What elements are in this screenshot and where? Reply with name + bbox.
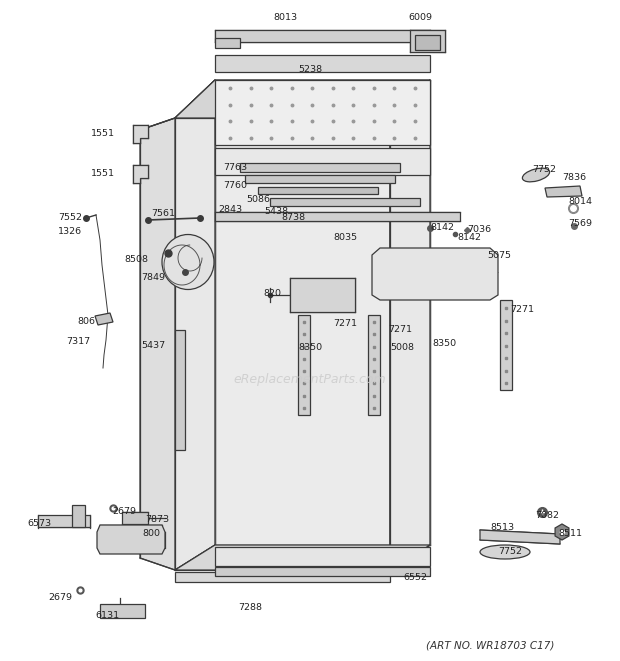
Text: 7271: 7271 [388, 325, 412, 334]
Polygon shape [390, 80, 430, 570]
Polygon shape [175, 545, 430, 570]
Polygon shape [215, 212, 460, 221]
Text: 5238: 5238 [298, 65, 322, 75]
Polygon shape [72, 505, 85, 527]
Text: 6573: 6573 [28, 518, 52, 527]
Polygon shape [122, 512, 148, 524]
Text: 7763: 7763 [223, 163, 247, 173]
Ellipse shape [480, 545, 530, 559]
Polygon shape [140, 80, 215, 570]
Polygon shape [175, 572, 390, 582]
Text: 7836: 7836 [562, 173, 586, 182]
Text: 8014: 8014 [568, 198, 592, 206]
Text: 8142: 8142 [430, 223, 454, 233]
Text: 7561: 7561 [151, 208, 175, 217]
Polygon shape [415, 35, 440, 50]
Text: 7752: 7752 [498, 547, 522, 557]
Text: 5086: 5086 [246, 196, 270, 204]
Text: 7752: 7752 [532, 165, 556, 175]
Text: 5437: 5437 [141, 340, 165, 350]
Polygon shape [175, 80, 430, 118]
Text: 1551: 1551 [91, 169, 115, 178]
Polygon shape [368, 315, 380, 415]
Polygon shape [545, 186, 582, 197]
Polygon shape [100, 604, 145, 618]
Text: 806: 806 [77, 317, 95, 327]
Text: 8508: 8508 [124, 256, 148, 264]
Polygon shape [175, 80, 215, 570]
Text: 7849: 7849 [141, 274, 165, 282]
Text: 7552: 7552 [58, 214, 82, 223]
Polygon shape [175, 330, 185, 450]
Text: (ART NO. WR18703 C17): (ART NO. WR18703 C17) [426, 640, 554, 650]
Polygon shape [258, 187, 378, 194]
Text: 8513: 8513 [490, 524, 514, 533]
Text: 8350: 8350 [298, 342, 322, 352]
Text: 2843: 2843 [218, 206, 242, 215]
Polygon shape [215, 567, 430, 576]
Ellipse shape [523, 168, 549, 182]
Text: 7036: 7036 [467, 225, 491, 235]
Text: 8738: 8738 [281, 214, 305, 223]
Polygon shape [372, 248, 498, 300]
Text: 820: 820 [263, 288, 281, 297]
Polygon shape [215, 38, 240, 48]
Polygon shape [270, 198, 420, 206]
Polygon shape [245, 175, 395, 183]
Text: eReplacementParts.com: eReplacementParts.com [234, 373, 386, 387]
Text: 1326: 1326 [58, 227, 82, 237]
Text: 1551: 1551 [91, 128, 115, 137]
Text: 8013: 8013 [273, 13, 297, 22]
Polygon shape [240, 163, 400, 172]
Text: 7317: 7317 [66, 338, 90, 346]
Text: 5008: 5008 [390, 344, 414, 352]
Text: 7082: 7082 [535, 510, 559, 520]
Text: 7271: 7271 [510, 305, 534, 315]
Text: 7873: 7873 [145, 516, 169, 524]
Polygon shape [480, 530, 560, 544]
Text: 6131: 6131 [96, 611, 120, 619]
Polygon shape [500, 300, 512, 390]
Polygon shape [298, 315, 310, 415]
Text: 2679: 2679 [112, 508, 136, 516]
Polygon shape [215, 148, 430, 175]
Polygon shape [555, 524, 569, 540]
Polygon shape [390, 80, 430, 570]
Polygon shape [215, 80, 430, 545]
Text: 8142: 8142 [457, 233, 481, 243]
Text: 8350: 8350 [432, 338, 456, 348]
Text: 800: 800 [142, 529, 160, 537]
Polygon shape [290, 278, 355, 312]
Text: 8511: 8511 [558, 529, 582, 537]
Text: 6009: 6009 [408, 13, 432, 22]
Text: 7288: 7288 [238, 603, 262, 613]
Polygon shape [95, 313, 113, 325]
Polygon shape [410, 30, 445, 52]
Text: 7760: 7760 [223, 180, 247, 190]
Text: 8035: 8035 [333, 233, 357, 241]
Polygon shape [215, 55, 430, 72]
Polygon shape [215, 547, 430, 566]
Polygon shape [97, 525, 165, 554]
Text: 7271: 7271 [333, 319, 357, 327]
Polygon shape [215, 30, 430, 42]
Text: 6552: 6552 [403, 574, 427, 582]
Text: 5438: 5438 [264, 206, 288, 215]
Ellipse shape [162, 235, 214, 290]
Polygon shape [133, 165, 148, 183]
Text: 5075: 5075 [487, 251, 511, 260]
Text: 7569: 7569 [568, 219, 592, 229]
Polygon shape [133, 125, 148, 143]
Polygon shape [38, 515, 90, 527]
Text: 2679: 2679 [48, 594, 72, 602]
Polygon shape [215, 80, 430, 145]
